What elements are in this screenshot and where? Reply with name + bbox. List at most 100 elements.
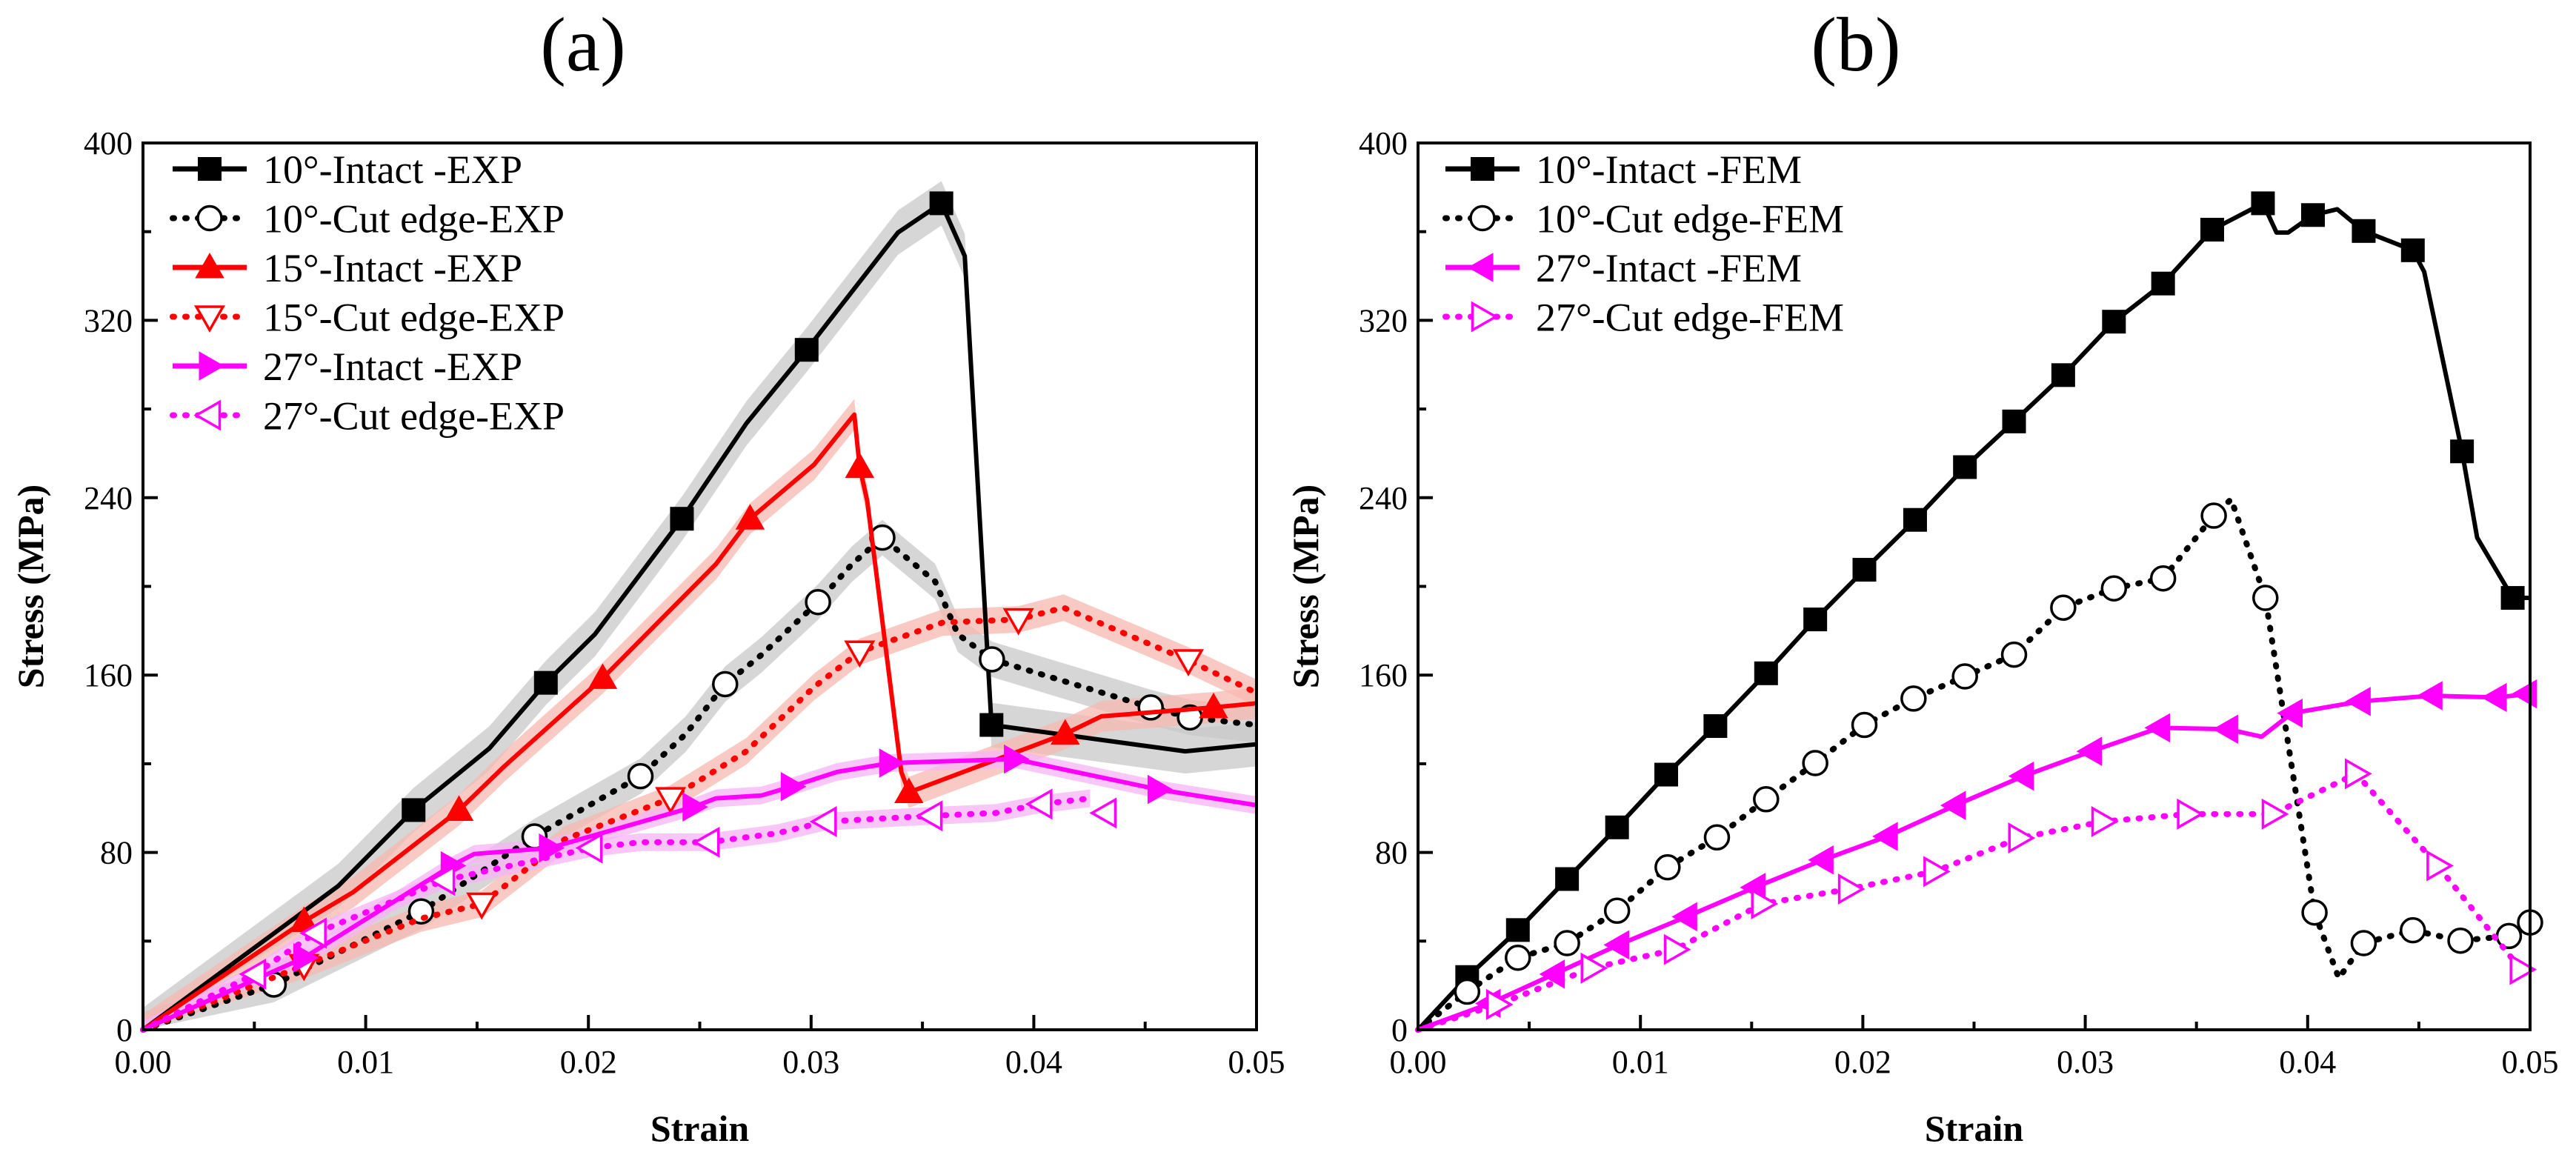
data-point bbox=[444, 795, 474, 821]
y-tick-label: 80 bbox=[1375, 835, 1408, 871]
legend-marker bbox=[195, 252, 224, 279]
data-point bbox=[466, 892, 498, 920]
x-tick-label: 0.03 bbox=[782, 1044, 839, 1080]
data-point bbox=[299, 917, 327, 949]
data-point bbox=[1872, 822, 1898, 851]
legend-marker bbox=[1469, 204, 1496, 232]
x-tick-label: 0.02 bbox=[1834, 1044, 1891, 1080]
data-point bbox=[2450, 439, 2475, 464]
data-point bbox=[1851, 711, 1878, 739]
series-0 bbox=[1416, 191, 2530, 1032]
data-point bbox=[894, 777, 924, 804]
legend-label: 10°-Cut edge-EXP bbox=[263, 197, 565, 242]
series-2 bbox=[142, 412, 1257, 1032]
legend-item: 10°-Intact -FEM bbox=[1445, 147, 1802, 192]
data-point bbox=[2177, 798, 2205, 830]
legend-item: 27°-Intact -FEM bbox=[1445, 246, 1802, 290]
y-axis-title: Stress (MPa) bbox=[1285, 485, 1326, 688]
y-tick-label: 160 bbox=[1359, 657, 1408, 693]
legend-label: 15°-Cut edge-EXP bbox=[263, 296, 565, 340]
data-point bbox=[2076, 736, 2103, 766]
data-point bbox=[2100, 575, 2128, 602]
series-line bbox=[142, 201, 1257, 1032]
data-point bbox=[2400, 916, 2426, 944]
data-point bbox=[1485, 988, 1514, 1020]
panel-a: (a) 0.00 0.01 0.02 0.03 0.04 0.05 0 80 160 240 320 4… bbox=[10, 2, 1285, 1149]
data-point bbox=[575, 832, 603, 864]
series-line bbox=[1415, 770, 2524, 1033]
legend-item: 15°-Intact -EXP bbox=[173, 246, 522, 290]
y-tick-label: 320 bbox=[84, 302, 133, 339]
legend-marker bbox=[198, 157, 222, 181]
legend-marker bbox=[1471, 157, 1494, 181]
series-4 bbox=[142, 744, 1257, 1032]
y-tick-label: 240 bbox=[84, 480, 133, 516]
data-point bbox=[2417, 681, 2443, 710]
data-point bbox=[2002, 409, 2026, 433]
legend-label: 27°-Cut edge-FEM bbox=[1536, 296, 1844, 340]
data-point bbox=[2200, 502, 2227, 529]
x-tick-label: 0.02 bbox=[560, 1044, 617, 1080]
data-point bbox=[1671, 902, 1697, 932]
panel-label: (a) bbox=[540, 2, 625, 87]
y-tick-label: 320 bbox=[1359, 302, 1408, 339]
data-point bbox=[2344, 758, 2372, 790]
data-point bbox=[1654, 762, 1679, 787]
data-point bbox=[588, 663, 618, 689]
data-point bbox=[2301, 203, 2326, 227]
data-point bbox=[845, 452, 875, 479]
data-point bbox=[1903, 507, 1927, 532]
x-tick-label: 0.04 bbox=[1005, 1044, 1062, 1080]
data-point bbox=[2050, 594, 2077, 621]
y-tick-label: 400 bbox=[84, 125, 133, 162]
legend-label: 15°-Intact -EXP bbox=[263, 246, 522, 290]
data-point bbox=[735, 504, 765, 530]
data-point bbox=[627, 762, 654, 790]
data-point bbox=[1940, 790, 1966, 820]
data-point bbox=[979, 646, 1005, 673]
data-point bbox=[2149, 565, 2177, 592]
data-point bbox=[1837, 873, 1866, 905]
panel-label: (b) bbox=[1811, 2, 1900, 87]
data-point bbox=[979, 713, 1004, 737]
x-tick-label: 0.01 bbox=[337, 1044, 394, 1080]
data-point bbox=[2091, 805, 2119, 838]
legend-label: 10°-Intact -EXP bbox=[263, 147, 522, 192]
data-point bbox=[1089, 797, 1117, 829]
legend-marker bbox=[1467, 253, 1494, 282]
data-point bbox=[2301, 899, 2328, 926]
data-point bbox=[2345, 687, 2371, 716]
series-3 bbox=[140, 605, 1259, 1033]
data-point bbox=[1951, 663, 1978, 690]
legend-item: 10°-Cut edge-FEM bbox=[1442, 197, 1844, 242]
legend-item: 27°-Cut edge-EXP bbox=[170, 394, 565, 439]
data-point bbox=[533, 670, 558, 695]
legend-item: 27°-Cut edge-FEM bbox=[1442, 296, 1844, 340]
data-point bbox=[1580, 952, 1608, 984]
y-tick-label: 400 bbox=[1359, 125, 1408, 162]
data-point bbox=[2151, 271, 2175, 296]
legend-item: 15°-Cut edge-EXP bbox=[170, 296, 565, 340]
data-point bbox=[1554, 930, 1580, 956]
y-tick-label: 240 bbox=[1359, 480, 1408, 516]
data-point bbox=[1199, 692, 1228, 719]
y-axis-title: Stress (MPa) bbox=[10, 485, 51, 688]
data-point bbox=[1147, 774, 1174, 805]
data-point bbox=[915, 800, 943, 832]
data-point bbox=[682, 792, 708, 822]
data-point bbox=[1603, 897, 1631, 925]
data-point bbox=[1004, 744, 1030, 774]
data-point bbox=[692, 826, 720, 858]
data-point bbox=[2008, 761, 2034, 791]
legend-item: 27°-Intact -EXP bbox=[173, 344, 522, 389]
data-point bbox=[2102, 310, 2126, 334]
data-point bbox=[2511, 679, 2537, 709]
panel-b: (b) 0.00 0.01 0.02 0.03 0.04 0.05 0 80 160 240 320 4… bbox=[1285, 2, 2559, 1149]
data-point bbox=[1808, 845, 1834, 875]
legend: 10°-Intact -FEM 10°-Cut edge-FEM27°-Intac… bbox=[1442, 147, 1844, 340]
data-point bbox=[794, 338, 819, 362]
data-point bbox=[712, 670, 739, 698]
data-point bbox=[809, 805, 837, 838]
series-3 bbox=[1415, 758, 2537, 1033]
data-point bbox=[2350, 930, 2377, 956]
